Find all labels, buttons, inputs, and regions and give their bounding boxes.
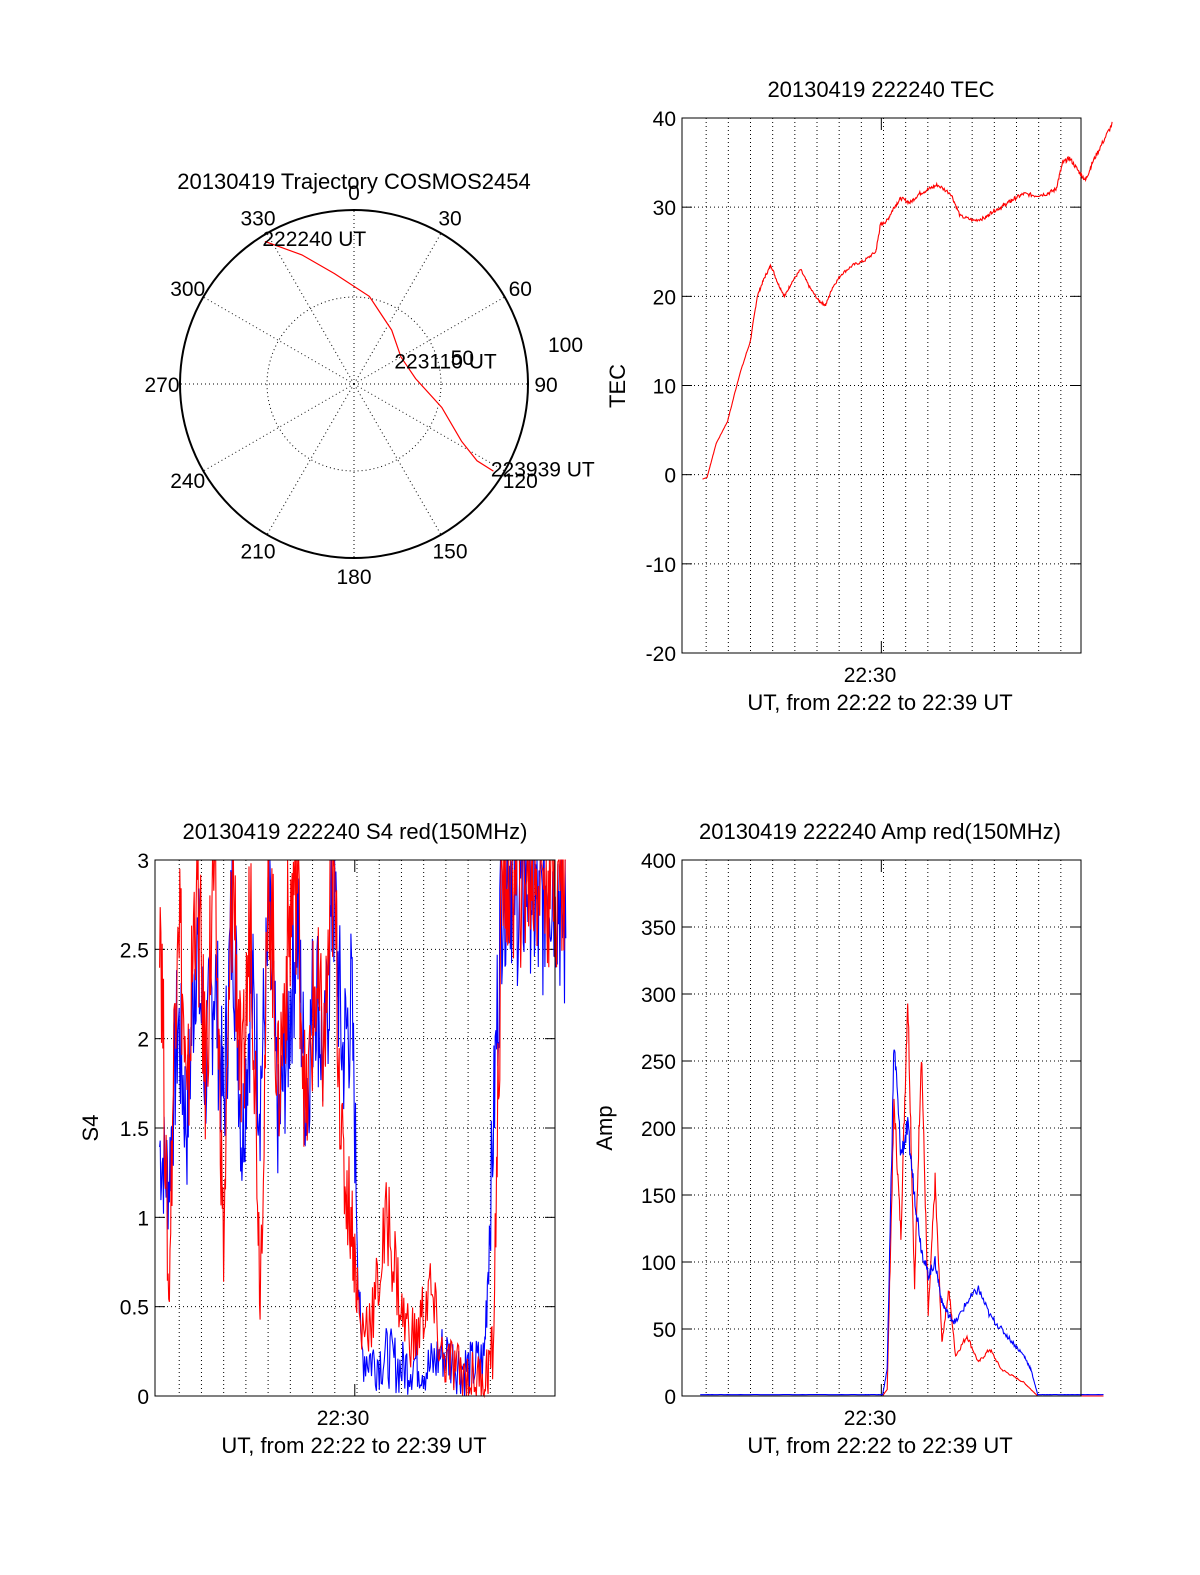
azimuth-label-90: 90: [534, 374, 557, 397]
amp-xtick-label: 22:30: [844, 1407, 897, 1430]
azimuth-label-60: 60: [509, 278, 532, 301]
s4-ytick-4: 2: [137, 1029, 149, 1052]
tec-ytick-6: 40: [653, 108, 676, 131]
amp-ytick-8: 400: [641, 850, 676, 873]
amp-series-line-blue: [700, 1049, 1104, 1396]
polar-spoke-120: [353, 383, 505, 472]
amp-ytick-6: 300: [641, 984, 676, 1007]
amp-ylabel: Amp: [592, 1105, 617, 1150]
tec-axes-frame: [681, 117, 1082, 654]
tec-panel: 20130419 222240 TEC -20 -10 0 10 20 30 40 22:3…: [605, 77, 1113, 715]
s4-grid: [155, 859, 555, 1397]
tec-ytick-labels: -20 -10 0 10 20 30 40: [646, 108, 676, 666]
amp-ytick-1: 50: [653, 1319, 676, 1342]
amp-series: [700, 1003, 1104, 1397]
polar-trajectory-panel: 20130419 Trajectory COSMOS2454 0 30 60 90 12…: [144, 169, 594, 589]
polar-spoke-60: [353, 296, 505, 385]
polar-inner-circle: [266, 296, 442, 472]
trajectory-annotations: 222240 UT 223110 UT 223939 UT: [262, 228, 595, 481]
tec-ytick-2: 0: [664, 465, 676, 488]
polar-spoke-210: [266, 383, 355, 535]
azimuth-label-270: 270: [144, 374, 179, 397]
tec-ytick-3: 10: [653, 376, 676, 399]
amp-ytick-2: 100: [641, 1252, 676, 1275]
azimuth-label-150: 150: [432, 540, 467, 563]
s4-ytick-0: 0: [137, 1386, 149, 1409]
tec-ylabel: TEC: [605, 364, 630, 408]
tec-ytick-4: 20: [653, 286, 676, 309]
polar-spoke-150: [353, 383, 442, 535]
azimuth-label-330: 330: [240, 208, 275, 231]
polar-spoke-300: [203, 296, 355, 385]
s4-xtick-label: 22:30: [317, 1407, 370, 1430]
polar-spoke-330: [266, 233, 355, 385]
tec-title: 20130419 222240 TEC: [767, 77, 994, 102]
azimuth-label-240: 240: [170, 470, 205, 493]
s4-ylabel: S4: [78, 1115, 103, 1142]
amp-ytick-4: 200: [641, 1118, 676, 1141]
tec-ytick-5: 30: [653, 197, 676, 220]
s4-title: 20130419 222240 S4 red(150MHz): [183, 819, 528, 844]
s4-series-line-red: [159, 859, 566, 1399]
s4-xlabel: UT, from 22:22 to 22:39 UT: [221, 1433, 486, 1458]
s4-ytick-6: 3: [137, 850, 149, 873]
azimuth-label-180: 180: [336, 566, 371, 589]
tec-xtick-label: 22:30: [844, 664, 897, 687]
trajectory-line: [264, 240, 494, 472]
azimuth-label-120: 120: [503, 470, 538, 493]
amp-panel: 20130419 222240 Amp red(150MHz) 0 50 100 15…: [592, 819, 1104, 1458]
trajectory-time-label-2: 223939 UT: [491, 459, 595, 482]
s4-ytick-5: 2.5: [120, 939, 149, 962]
tec-series: [702, 121, 1113, 480]
tec-ytick-1: -10: [646, 554, 676, 577]
trajectory-time-label-1: 223110 UT: [394, 350, 497, 373]
amp-grid: [682, 859, 1081, 1397]
azimuth-label-300: 300: [170, 278, 205, 301]
polar-elevation-label-100: 100: [548, 334, 583, 357]
amp-ytick-0: 0: [664, 1386, 676, 1409]
s4-axes-frame: [154, 859, 556, 1397]
tec-series-line-0: [702, 121, 1113, 480]
s4-ytick-labels: 0 0.5 1 1.5 2 2.5 3: [120, 850, 149, 1409]
polar-elevation-label-50: 50: [451, 347, 474, 370]
tec-grid: [682, 117, 1081, 654]
amp-ytick-7: 350: [641, 917, 676, 940]
trajectory-time-label-0: 222240 UT: [262, 228, 366, 251]
polar-spokes: [180, 210, 528, 558]
amp-xlabel: UT, from 22:22 to 22:39 UT: [747, 1433, 1012, 1458]
polar-azimuth-labels: 0 30 60 90 120 150 180 210 240 270 300 330: [144, 182, 557, 589]
amp-ytick-3: 150: [641, 1185, 676, 1208]
s4-ytick-2: 1: [137, 1207, 149, 1230]
amp-title: 20130419 222240 Amp red(150MHz): [699, 819, 1061, 844]
amp-ytick-5: 250: [641, 1051, 676, 1074]
tec-xlabel: UT, from 22:22 to 22:39 UT: [747, 690, 1012, 715]
polar-outer-circle: [179, 209, 529, 559]
s4-ytick-1: 0.5: [120, 1297, 149, 1320]
s4-series: [159, 859, 567, 1399]
polar-spoke-30: [353, 233, 442, 385]
azimuth-label-0: 0: [348, 182, 360, 205]
amp-ytick-labels: 0 50 100 150 200 250 300 350 400: [641, 850, 676, 1409]
s4-ytick-3: 1.5: [120, 1118, 149, 1141]
polar-spoke-240: [203, 383, 355, 472]
s4-panel: 20130419 222240 S4 red(150MHz) 0 0.5 1 1.5 2…: [78, 819, 567, 1458]
amp-series-line-red: [700, 1003, 1104, 1397]
azimuth-label-210: 210: [240, 540, 275, 563]
polar-title: 20130419 Trajectory COSMOS2454: [177, 169, 530, 194]
tec-ytick-0: -20: [646, 643, 676, 666]
amp-axes-frame: [681, 859, 1082, 1397]
azimuth-label-30: 30: [438, 208, 461, 231]
